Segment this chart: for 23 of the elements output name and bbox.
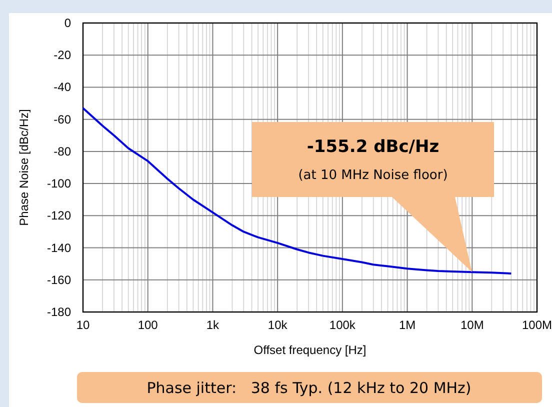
x-tick-label: 10 xyxy=(76,318,90,332)
y-tick-label: -40 xyxy=(54,80,72,94)
y-tick-label: -80 xyxy=(54,144,72,158)
annotation: (at 10 MHz Noise floor) xyxy=(298,168,448,183)
x-tick-label: 100k xyxy=(329,318,356,332)
y-tick-label: 0 xyxy=(64,16,72,30)
y-tick-label: -100 xyxy=(46,176,72,191)
x-tick-label: 10M xyxy=(460,318,484,332)
y-tick-label: -140 xyxy=(46,240,72,255)
x-tick-label: 100M xyxy=(522,318,552,332)
y-tick-label: -120 xyxy=(46,208,72,223)
text: Phase jitter: 38 fs Typ. (12 kHz to 20 MHz) xyxy=(146,379,472,397)
y-tick-label: -180 xyxy=(46,305,72,319)
y-tick-label: -60 xyxy=(54,112,72,126)
x-tick-label: 100 xyxy=(138,318,158,332)
x-axis-title: Offset frequency [Hz] xyxy=(254,343,366,357)
x-tick-label: 1k xyxy=(206,318,220,332)
y-axis-title: Phase Noise [dBc/Hz] xyxy=(17,109,31,226)
y-tick-label: -160 xyxy=(46,272,72,287)
y-tick-label: -20 xyxy=(54,48,72,62)
annotation: -155.2 dBc/Hz xyxy=(306,137,440,157)
x-tick-label: 10k xyxy=(268,318,288,332)
x-tick-label: 1M xyxy=(398,318,416,332)
